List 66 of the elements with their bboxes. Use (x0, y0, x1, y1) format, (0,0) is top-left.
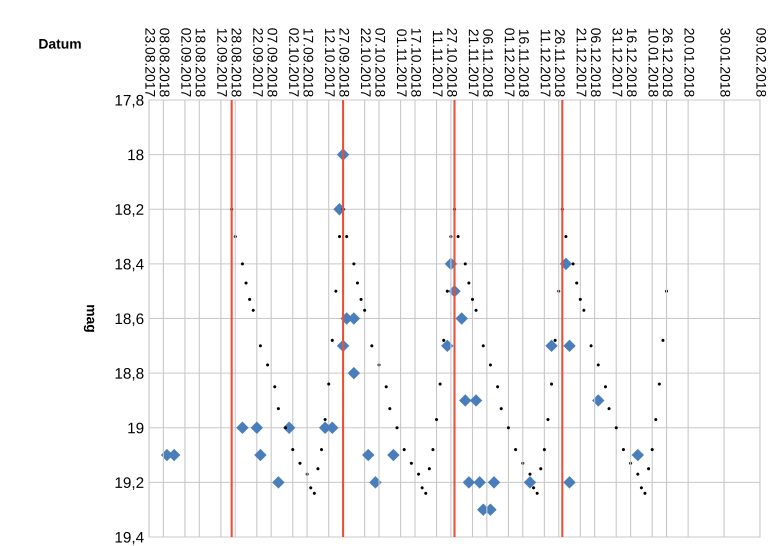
y-tick-label: 19,4 (116, 532, 144, 544)
x-tick-label: 12.09.2017 (217, 28, 227, 97)
point (563, 476, 576, 489)
x2-tick-label: 06.11.2018 (483, 29, 493, 97)
x-tick-label: 02.09.2017 (181, 28, 192, 97)
point (455, 312, 468, 325)
point (282, 422, 296, 434)
point (441, 340, 454, 352)
point (459, 394, 472, 407)
point (236, 422, 249, 434)
x-tick-label: 12.10.2017 (324, 28, 335, 97)
point (563, 340, 576, 352)
x2-tick-label: 26.11.2018 (555, 29, 565, 97)
x2-tick-label: 17.09.2018 (303, 28, 314, 97)
x2-tick-label: 06.12.2018 (590, 28, 601, 97)
x2-tick-label: 07.09.2018 (267, 28, 278, 97)
point (545, 340, 558, 352)
x-tick-label: 10.01.2018 (648, 28, 658, 97)
y-tick-label: 18 (128, 149, 144, 160)
point (369, 476, 382, 489)
x-tick-label: 22.09.2017 (253, 28, 263, 97)
y-tick-label: 18,2 (116, 204, 144, 217)
point (362, 448, 374, 462)
x-tick-label: 09.02.2018 (756, 28, 766, 97)
x2-tick-label: 08.08.2018 (160, 28, 170, 97)
x-tick-label: 11.12.2017 (540, 30, 550, 97)
point (524, 476, 536, 489)
y-tick-label: 18,6 (116, 313, 144, 326)
x-tick-label: 22.10.2017 (360, 28, 371, 97)
x2-tick-label: 26.12.2018 (662, 28, 673, 97)
point (632, 448, 644, 462)
y-tick-label: 19 (128, 422, 144, 434)
x-tick-label: 21.12.2017 (576, 28, 586, 97)
x2-tick-label: 17.10.2018 (411, 28, 422, 97)
y-tick-label: 18,4 (116, 258, 144, 272)
x2-tick-label: 07.10.2018 (375, 28, 386, 97)
y-tick-label: 18,8 (116, 368, 144, 381)
point (462, 476, 476, 489)
x2-tick-label: 18.08.2018 (196, 28, 206, 97)
y-axis-title: mag (84, 305, 94, 332)
y-tick-label: 19,2 (116, 477, 144, 490)
x-axis-title: Datum (39, 39, 81, 49)
x-tick-label: 02.10.2017 (289, 28, 299, 97)
x-tick-label: 21.11.2017 (468, 29, 479, 97)
x-tick-label: 11.11.2017 (432, 30, 443, 97)
x-tick-label: 20.01.2018 (684, 28, 694, 97)
point (272, 476, 285, 489)
x2-tick-label: 16.12.2018 (626, 28, 637, 97)
point (387, 448, 400, 462)
x-tick-label: 01.11.2017 (396, 29, 407, 97)
point (470, 394, 482, 407)
point (473, 476, 486, 489)
point (348, 366, 360, 380)
point (254, 448, 267, 462)
x2-tick-label: 28.08.2018 (232, 28, 242, 97)
x-tick-label: 23.08.2017 (145, 28, 156, 97)
x-tick-label: 01.12.2017 (504, 28, 515, 97)
y-tick-label: 17,8 (116, 94, 144, 108)
x2-tick-label: 27.10.2018 (447, 28, 458, 97)
x-tick-label: 30.01.2018 (720, 28, 730, 97)
point (250, 422, 264, 434)
x2-tick-label: 16.11.2018 (519, 30, 529, 97)
point (488, 476, 500, 489)
x2-tick-label: 27.09.2018 (339, 28, 350, 97)
point (592, 394, 604, 407)
x-tick-label: 31.12.2017 (612, 28, 622, 97)
